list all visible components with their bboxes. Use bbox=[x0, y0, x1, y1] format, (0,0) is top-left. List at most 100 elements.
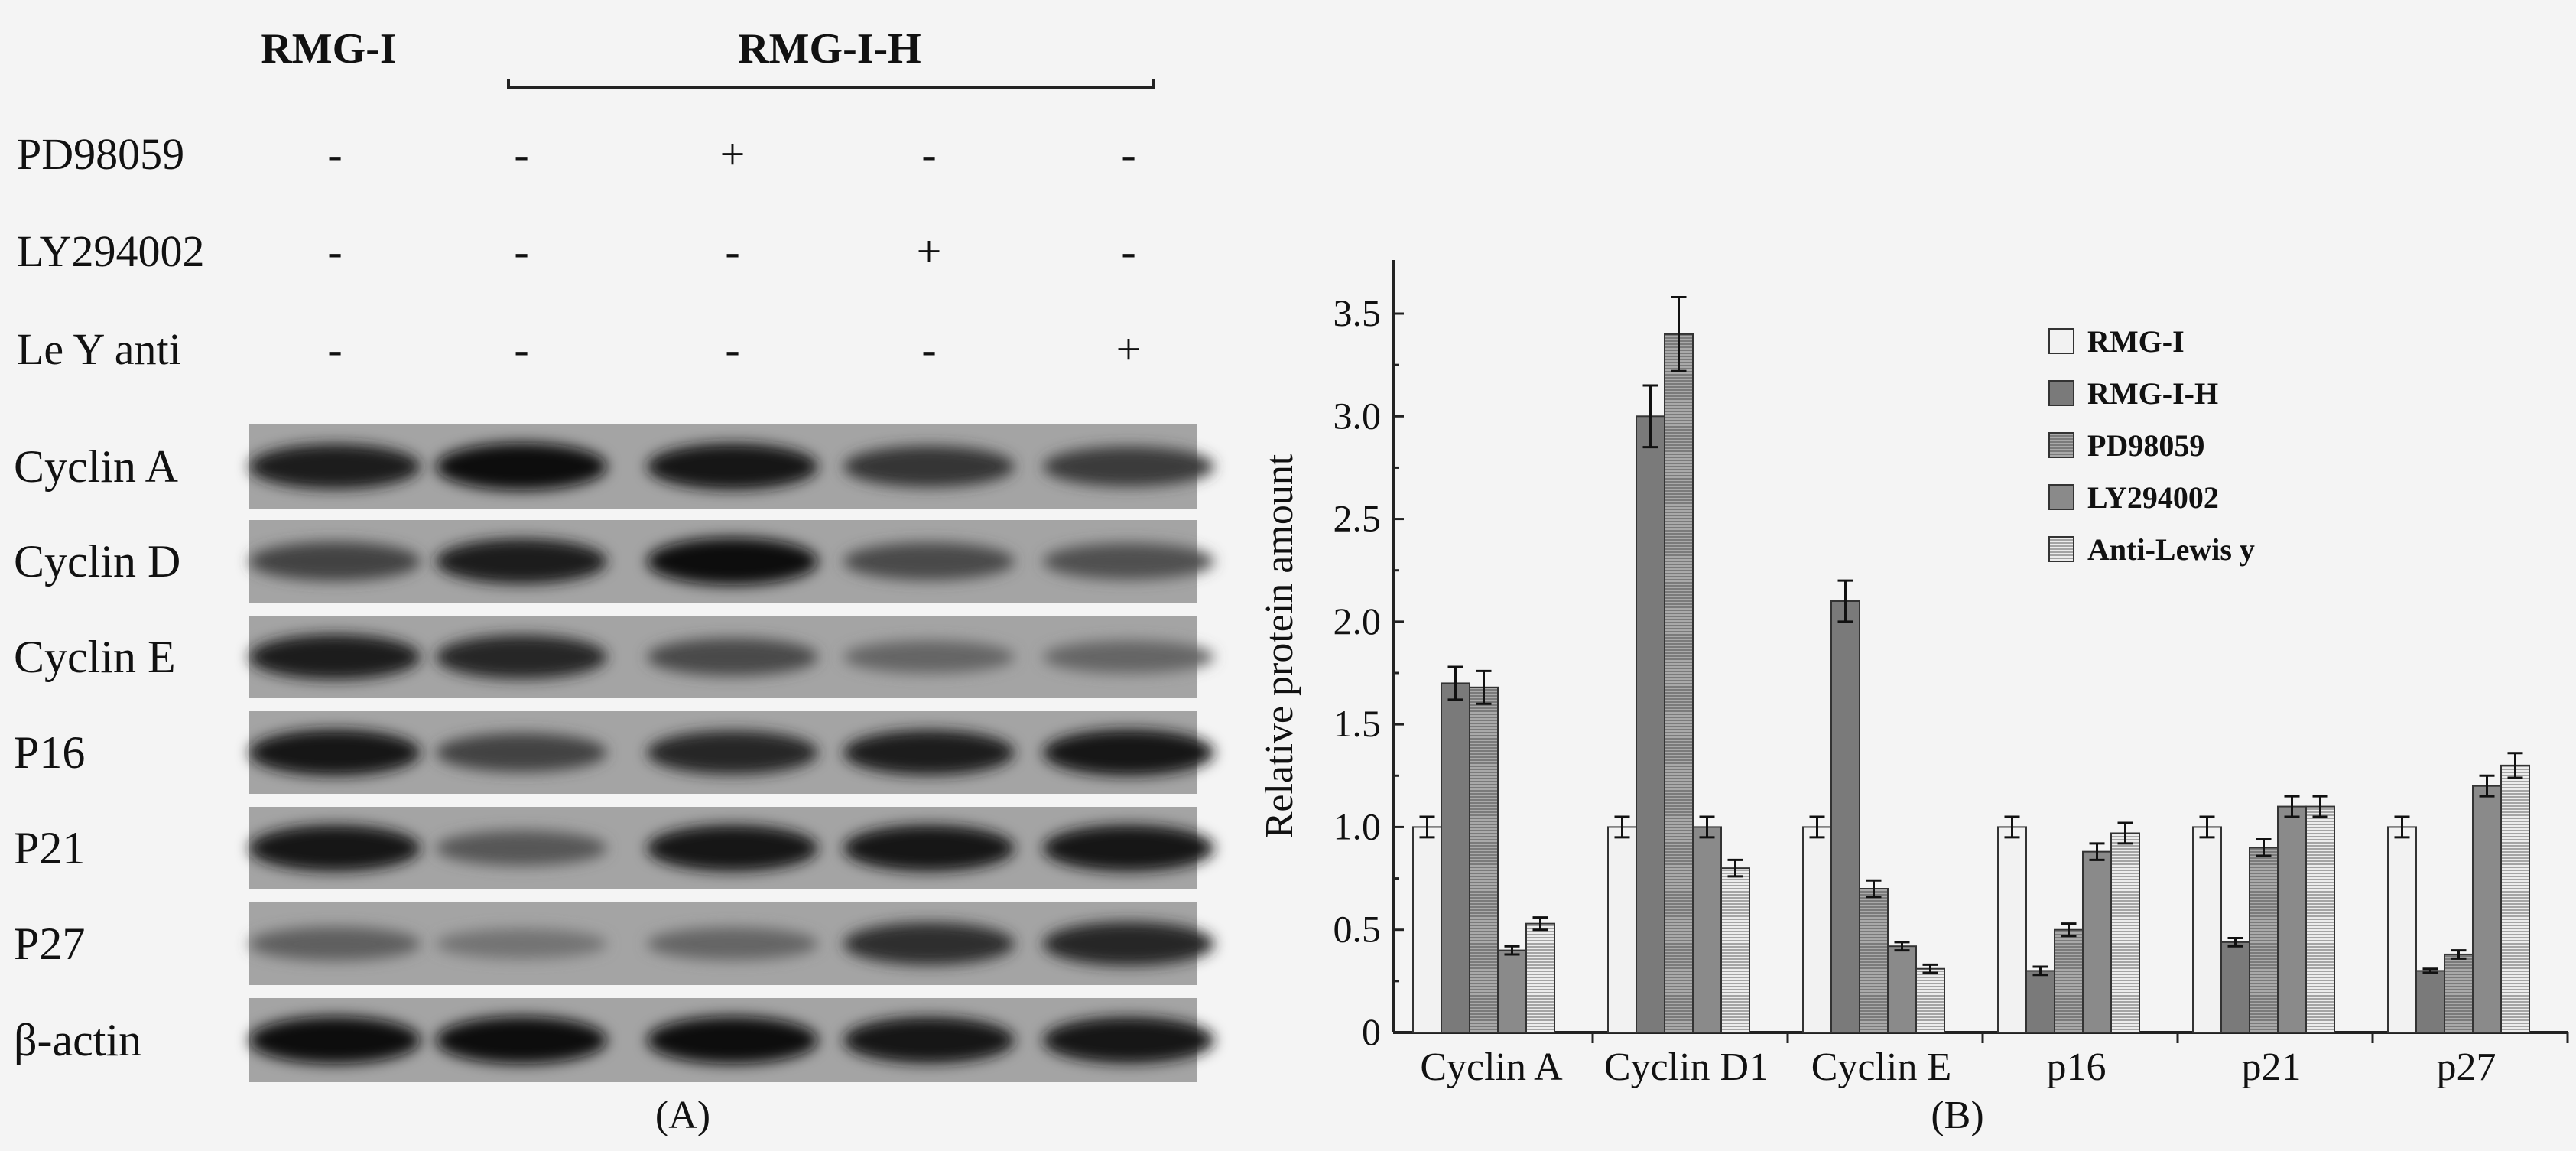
group-bracket bbox=[507, 79, 1155, 89]
blot-band bbox=[436, 928, 607, 959]
blot-band bbox=[647, 824, 818, 872]
blot-band bbox=[249, 729, 421, 776]
blot-band bbox=[1043, 640, 1214, 674]
legend-swatch bbox=[2048, 536, 2074, 562]
group-label-rmg-i-h: RMG-I-H bbox=[738, 25, 921, 73]
blot-band bbox=[249, 634, 421, 680]
y-tick-label: 0.5 bbox=[1333, 908, 1382, 951]
blot-band bbox=[647, 1016, 818, 1065]
blot-row: Cyclin A bbox=[14, 424, 1214, 509]
blot-row: Cyclin D bbox=[14, 520, 1214, 603]
blot-band bbox=[647, 443, 818, 490]
treatment-mark: + bbox=[1116, 324, 1142, 374]
treatment-mark: - bbox=[514, 226, 528, 276]
blot-band bbox=[843, 445, 1015, 488]
blot-band bbox=[1043, 543, 1214, 580]
group-label-rmg-i: RMG-I bbox=[261, 25, 396, 73]
x-tick-label: p16 bbox=[2047, 1045, 2107, 1089]
blot-band bbox=[843, 730, 1015, 775]
blot-row: Cyclin E bbox=[14, 616, 1214, 698]
bar bbox=[2305, 805, 2335, 1033]
treatment-mark: - bbox=[327, 226, 342, 276]
bar bbox=[1607, 826, 1637, 1034]
blot-band bbox=[1043, 1016, 1214, 1064]
treatment-rows: PD98059 - - + - - LY294002 - - - + - Le Y anti - - - - + bbox=[17, 129, 1141, 374]
blot-row: P21 bbox=[14, 807, 1214, 889]
bar bbox=[2192, 826, 2222, 1034]
blot-band bbox=[647, 638, 818, 676]
bar bbox=[1915, 967, 1945, 1033]
bar bbox=[2054, 928, 2084, 1033]
blot-label: Cyclin E bbox=[14, 632, 176, 682]
bar bbox=[2277, 805, 2307, 1033]
x-tick-label: Cyclin E bbox=[1811, 1045, 1951, 1089]
legend-label: RMG-I bbox=[2087, 324, 2185, 359]
blot-band bbox=[843, 824, 1015, 872]
bar bbox=[2444, 953, 2474, 1034]
blot-label: Cyclin D bbox=[14, 536, 180, 587]
treatment-mark: - bbox=[725, 324, 739, 374]
bar bbox=[1636, 415, 1665, 1033]
treatment-mark: + bbox=[720, 129, 746, 179]
bar bbox=[1441, 682, 1470, 1034]
blot-row: P16 bbox=[14, 711, 1214, 794]
treatment-mark: - bbox=[327, 129, 342, 179]
bar bbox=[1830, 600, 1860, 1033]
bar bbox=[2082, 850, 2112, 1033]
panel-b-caption: (B) bbox=[1931, 1094, 1983, 1137]
y-tick-label: 2.0 bbox=[1333, 600, 1382, 642]
y-ticks: 0 0.5 1.0 1.5 2.0 2.5 3.0 3.5 bbox=[1333, 291, 1404, 1053]
bar bbox=[2472, 785, 2502, 1033]
bar bbox=[1997, 826, 2027, 1034]
blot-band bbox=[436, 1016, 607, 1065]
blot-band bbox=[249, 926, 421, 961]
bar bbox=[1412, 826, 1442, 1034]
bar bbox=[2415, 970, 2445, 1034]
blot-band bbox=[1043, 446, 1214, 487]
x-tick-label: Cyclin A bbox=[1420, 1045, 1563, 1089]
treatment-mark: - bbox=[514, 324, 528, 374]
treatment-mark: - bbox=[327, 324, 342, 374]
treatment-mark: - bbox=[921, 324, 936, 374]
legend-label: LY294002 bbox=[2087, 480, 2219, 515]
bar bbox=[1497, 949, 1527, 1033]
panel-a-caption: (A) bbox=[655, 1094, 710, 1137]
treatment-label: PD98059 bbox=[17, 129, 184, 179]
y-tick-label: 2.5 bbox=[1333, 497, 1382, 540]
y-tick-label: 1.5 bbox=[1333, 702, 1382, 745]
blot-label: P27 bbox=[14, 919, 85, 969]
blot-row: β-actin bbox=[14, 998, 1214, 1082]
blot-band bbox=[436, 830, 607, 867]
y-tick-label: 1.0 bbox=[1333, 805, 1382, 847]
bar bbox=[1859, 888, 1889, 1033]
x-tick-label: p27 bbox=[2437, 1045, 2496, 1089]
legend-swatch bbox=[2048, 484, 2074, 510]
bar bbox=[2110, 832, 2140, 1033]
bars bbox=[1412, 296, 2530, 1034]
blot-band bbox=[1043, 922, 1214, 966]
x-tick-label: Cyclin D1 bbox=[1604, 1045, 1769, 1089]
blot-band bbox=[436, 733, 607, 772]
blot-band bbox=[647, 537, 818, 586]
bar bbox=[1720, 867, 1750, 1033]
treatment-label: Le Y anti bbox=[17, 324, 181, 374]
y-tick-label: 3.0 bbox=[1333, 394, 1382, 437]
legend: RMG-I RMG-I-H PD98059 LY294002 Anti-Lewis y bbox=[2048, 324, 2255, 567]
bar bbox=[1692, 826, 1722, 1034]
bar bbox=[2249, 847, 2279, 1034]
x-ticks: Cyclin A Cyclin D1 Cyclin E p16 p21 p27 bbox=[1420, 1032, 2569, 1089]
panel-a-western-blot: RMG-I RMG-I-H PD98059 - - + - - LY294002 - - - + - L… bbox=[14, 25, 1214, 1137]
blot-band bbox=[843, 922, 1015, 965]
blot-rows: Cyclin A Cyclin D Cyclin E P16 P21 P27 β-actin bbox=[14, 424, 1214, 1082]
legend-swatch bbox=[2048, 432, 2074, 458]
blot-band bbox=[249, 541, 421, 581]
treatment-mark: + bbox=[917, 226, 942, 276]
legend-swatch bbox=[2048, 328, 2074, 354]
blot-label: β-actin bbox=[14, 1015, 141, 1065]
bar bbox=[1664, 333, 1694, 1034]
bar bbox=[1525, 922, 1555, 1033]
blot-band bbox=[843, 542, 1015, 580]
blot-label: P16 bbox=[14, 727, 85, 778]
blot-band bbox=[843, 1016, 1015, 1064]
